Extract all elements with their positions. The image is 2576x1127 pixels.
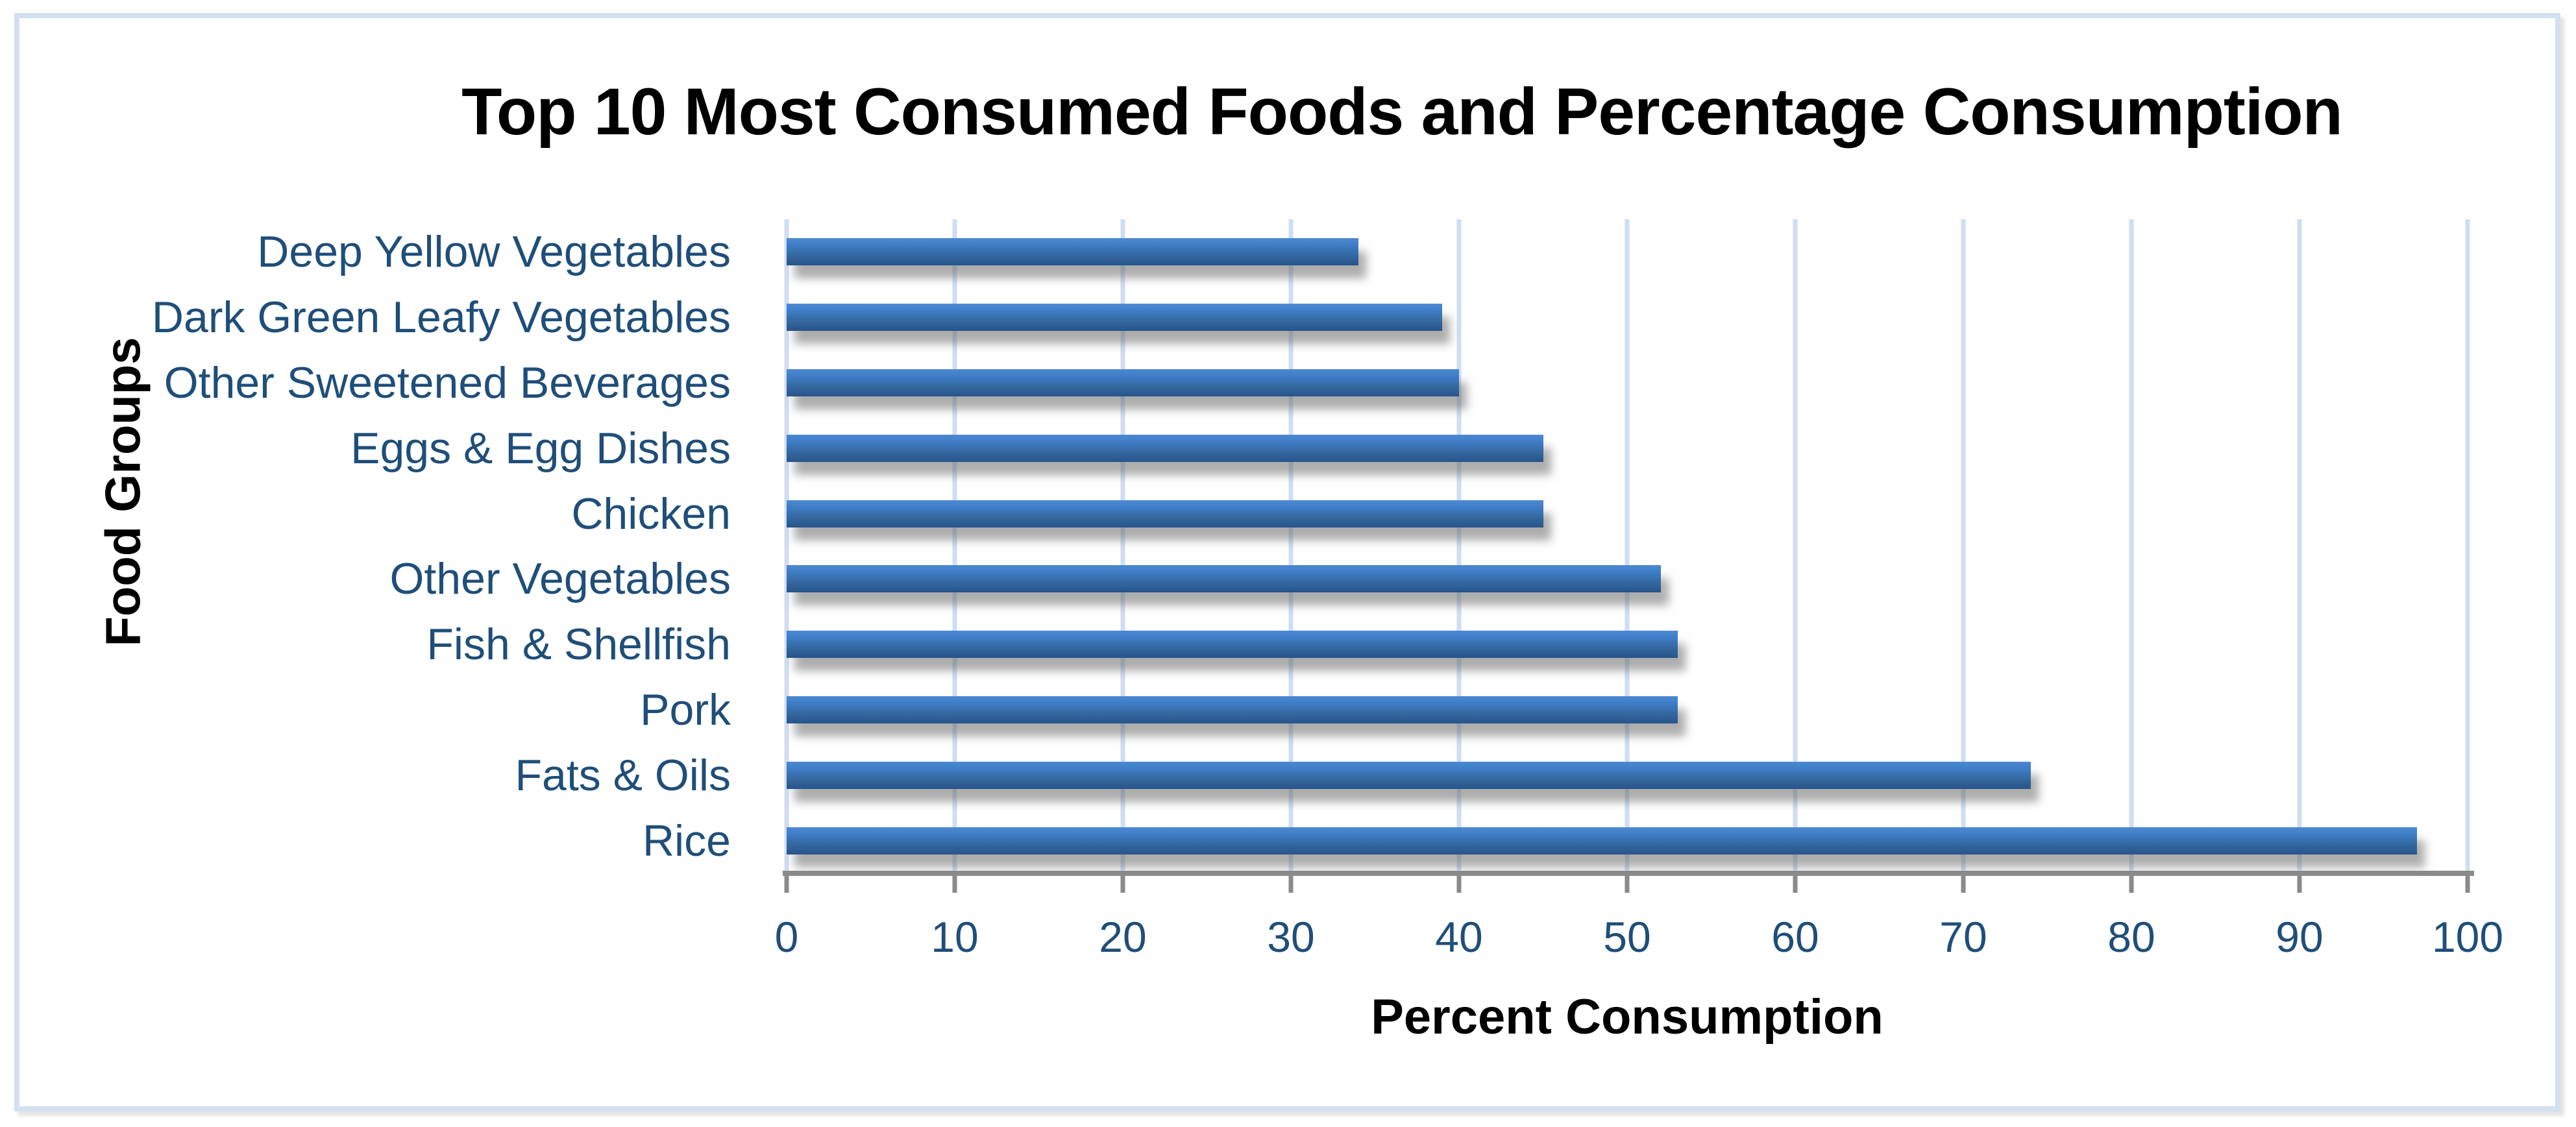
bar-row: [787, 612, 2468, 677]
category-label: Eggs & Egg Dishes: [350, 423, 731, 473]
x-tick-label: 70: [1939, 913, 1987, 961]
bar-row: [787, 546, 2468, 612]
bar-row: [787, 677, 2468, 743]
category-labels: Deep Yellow Vegetables Dark Green Leafy V…: [19, 219, 731, 873]
bar: [787, 500, 1543, 527]
gridline: [1793, 219, 1798, 873]
bar: [787, 304, 1443, 332]
bar: [787, 631, 1678, 659]
category-label: Rice: [642, 816, 731, 866]
x-axis-line: [783, 871, 2474, 876]
bar-row: [787, 350, 2468, 416]
category-label: Deep Yellow Vegetables: [257, 227, 731, 277]
bar-row: [787, 415, 2468, 481]
bar-row: [787, 219, 2468, 285]
x-tick-mark: [1961, 876, 1966, 893]
x-tick-mark: [2465, 876, 2470, 893]
x-tick-label: 100: [2431, 913, 2504, 961]
gridline: [1456, 219, 1462, 873]
x-tick-label: 30: [1267, 913, 1315, 961]
category-label: Fish & Shellfish: [426, 620, 731, 670]
category-label: Chicken: [571, 489, 731, 539]
gridline: [1625, 219, 1630, 873]
gridline: [2465, 219, 2470, 873]
x-tick-label: 10: [931, 913, 979, 961]
bar: [787, 434, 1543, 462]
x-tick-mark: [1793, 876, 1798, 893]
bar-row: [787, 808, 2468, 873]
bar-row: [787, 742, 2468, 808]
x-tick-label: 60: [1771, 913, 1819, 961]
category-label: Pork: [640, 685, 731, 734]
category-label: Other Vegetables: [389, 554, 731, 604]
category-label: Other Sweetened Beverages: [164, 357, 731, 407]
gridline: [1288, 219, 1294, 873]
bar-row: [787, 481, 2468, 546]
x-tick-mark: [1288, 876, 1294, 893]
bar-row: [787, 285, 2468, 350]
gridline: [2297, 219, 2302, 873]
x-tick-mark: [784, 876, 789, 893]
gridline: [1120, 219, 1125, 873]
bar: [787, 565, 1661, 593]
gridline: [784, 219, 789, 873]
x-axis-title: Percent Consumption: [1371, 989, 1883, 1045]
gridline: [2129, 219, 2134, 873]
x-axis-tick-labels: 0 10 20 30 40 50 60 70 80 90 100: [775, 912, 2503, 964]
bar: [787, 761, 2031, 789]
x-tick-label: 40: [1435, 913, 1483, 961]
chart-canvas: Top 10 Most Consumed Foods and Percentag…: [14, 13, 2560, 1111]
bar: [787, 827, 2418, 854]
x-tick-label: 80: [2107, 913, 2155, 961]
x-tick-label: 20: [1099, 913, 1147, 961]
chart-title: Top 10 Most Consumed Foods and Percentag…: [461, 75, 2343, 149]
x-tick-label: 50: [1603, 913, 1651, 961]
x-tick-mark: [2297, 876, 2302, 893]
x-tick-mark: [1120, 876, 1125, 893]
x-tick-mark: [2129, 876, 2134, 893]
gridline: [1961, 219, 1966, 873]
category-label: Dark Green Leafy Vegetables: [151, 293, 731, 343]
gridline: [952, 219, 957, 873]
bar-rows: [787, 219, 2468, 873]
plot-area: [784, 219, 2470, 873]
x-tick-mark: [952, 876, 957, 893]
x-tick-mark: [1625, 876, 1630, 893]
bar: [787, 238, 1358, 266]
category-label: Fats & Oils: [515, 750, 731, 800]
x-tick-label: 0: [774, 913, 799, 961]
x-tick-mark: [1456, 876, 1462, 893]
bar: [787, 369, 1459, 396]
bar: [787, 696, 1678, 723]
x-axis-tick-marks: [784, 876, 2470, 893]
x-tick-label: 90: [2275, 913, 2324, 961]
